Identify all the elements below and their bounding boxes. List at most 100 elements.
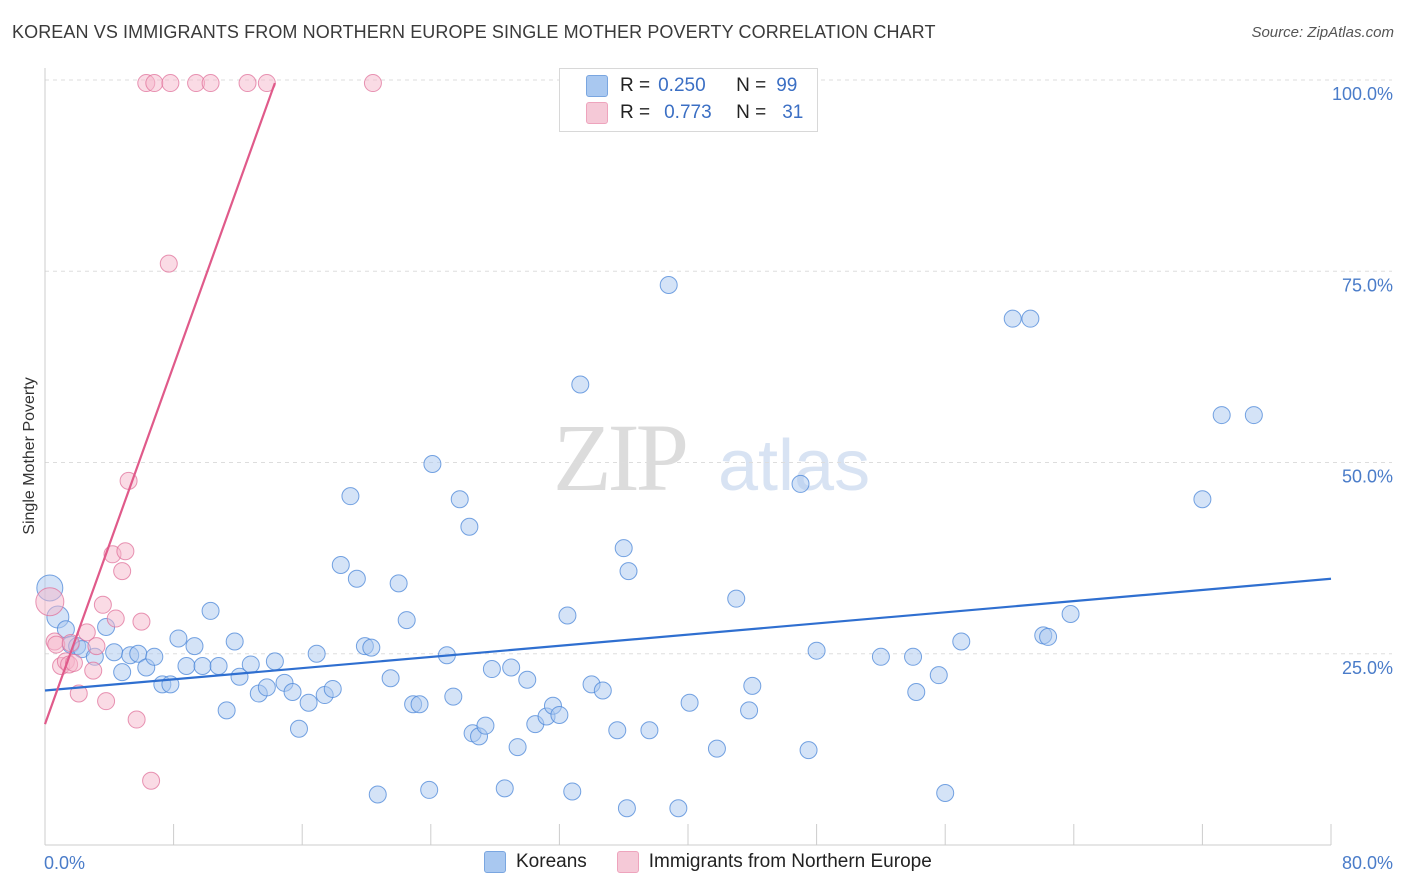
korean-point [929,666,948,685]
y-tick-label: 75.0% [1342,275,1393,295]
y-tick-label: 25.0% [1342,658,1393,678]
korean-point [680,693,699,712]
series-swatch-immigrants [616,851,639,873]
korean-point [502,658,521,677]
immigrant-point [161,74,180,93]
immigrant-point [132,612,151,631]
korean-point [225,632,244,651]
korean-point [193,656,212,675]
korean-point [936,783,955,802]
korean-point [217,701,236,720]
x-tick-label: 0.0% [44,853,85,873]
korean-point [389,574,408,593]
immigrant-point [106,609,125,628]
immigrant-point [87,637,106,656]
immigrant-point [201,74,220,93]
chart-source: Source: ZipAtlas.com [1251,24,1394,41]
korean-point [563,782,582,801]
immigrant-point [116,542,135,561]
y-tick-label: 50.0% [1342,467,1393,487]
korean-point [209,656,228,675]
korean-point [640,721,659,740]
korean-point [791,474,810,493]
korean-point [341,487,360,506]
immigrant-point [93,595,112,614]
legend-r-label: R = [620,75,651,96]
legend-row-koreans: R = 0.250 N = 99 [586,73,797,99]
korean-point [617,799,636,818]
korean-point [619,562,638,581]
immigrant-trend-line [43,82,276,725]
legend-swatch-immigrants [586,102,608,124]
korean-point [593,681,612,700]
korean-point [113,663,132,682]
legend-n-label: N = [736,102,767,123]
korean-point [550,705,569,724]
immigrant-point [363,74,382,93]
legend-swatch-koreans [586,75,608,97]
immigrant-point [35,587,65,617]
y-axis-label: Single Mother Poverty [21,377,38,534]
korean-point [743,676,762,695]
korean-point [952,632,971,651]
legend-r-immigrants: 0.773 [664,102,712,123]
korean-point [410,695,429,714]
korean-point [169,629,188,648]
korean-point [904,647,923,666]
korean-point [508,738,527,757]
korean-point [482,660,501,679]
immigrant-point [127,710,146,729]
korean-point [460,517,479,536]
korean-point [381,669,400,688]
korean-point [1039,627,1058,646]
korean-point [659,276,678,295]
korean-point [1021,309,1040,328]
korean-point [571,375,590,394]
korean-point [558,606,577,625]
immigrant-point [64,653,83,672]
series-legend-koreans: Koreans [484,851,587,873]
immigrant-point [142,771,161,790]
watermark-atlas: atlas [718,426,871,506]
korean-point [177,656,196,675]
korean-point [907,683,926,701]
korean-point [299,693,318,712]
korean-point [614,539,633,558]
korean-point [740,701,759,720]
korean-point [495,779,514,798]
y-tick-label: 100.0% [1332,84,1393,104]
korean-point [105,643,124,662]
immigrant-point [84,661,103,680]
korean-point [707,739,726,758]
korean-point [1193,490,1212,509]
korean-point [265,652,284,671]
korean-point [476,716,495,735]
korean-point [608,721,627,740]
korean-point [397,611,416,630]
korean-point [871,647,890,666]
korean-point [201,601,220,620]
legend-row-immigrants: R = 0.773 N = 31 [586,100,803,126]
legend-r-koreans: 0.250 [658,75,706,96]
korean-point [323,679,342,698]
legend-n-label: N = [736,75,767,96]
korean-point [362,638,381,657]
korean-point [444,687,463,706]
korean-point [669,799,688,818]
korean-point [423,455,442,474]
immigrant-point [145,74,164,93]
series-label-immigrants: Immigrants from Northern Europe [648,851,932,872]
korean-point [1003,309,1022,328]
korean-trend-line [44,577,1332,692]
korean-point [807,641,826,660]
immigrant-point [238,74,257,93]
chart-title: KOREAN VS IMMIGRANTS FROM NORTHERN EUROP… [12,22,936,42]
korean-point [1212,406,1231,425]
legend-r-label: R = [620,102,651,123]
series-legend-immigrants: Immigrants from Northern Europe [616,851,932,873]
korean-point [727,589,746,608]
immigrant-point [257,74,276,93]
series-legend: Koreans Immigrants from Northern Europe [484,851,962,873]
immigrant-point [97,692,116,711]
